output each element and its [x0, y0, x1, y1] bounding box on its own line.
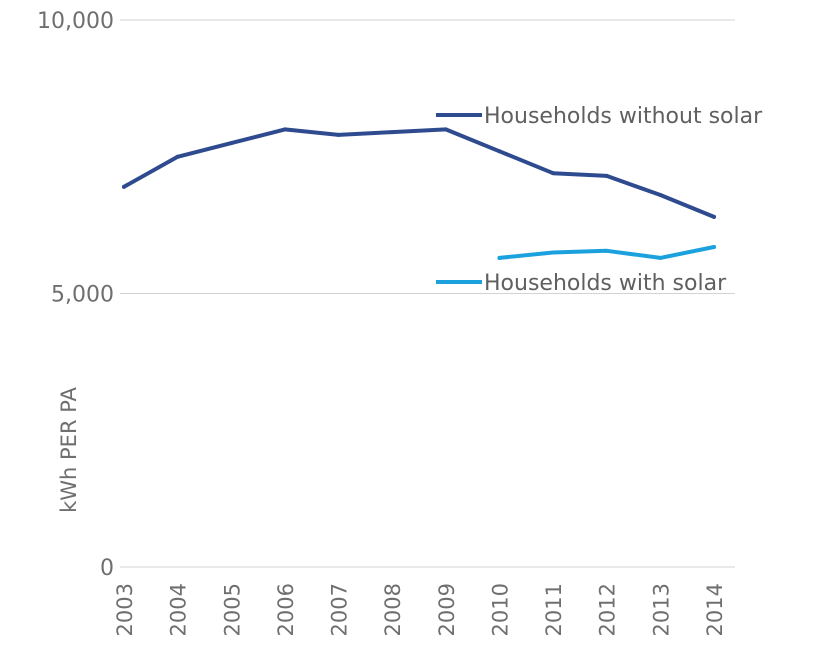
data-point [122, 184, 126, 189]
x-tick-label: 2009 [435, 583, 459, 636]
x-tick-label: 2011 [542, 583, 566, 636]
x-tick-label: 2010 [488, 583, 512, 636]
x-tick-label: 2006 [274, 583, 298, 636]
x-tick-label: 2004 [167, 583, 191, 636]
y-tick-label: 10,000 [37, 9, 114, 34]
data-point [175, 154, 180, 159]
y-axis-label: kWh PER PA [57, 386, 81, 512]
legend-label: Households with solar [484, 271, 727, 296]
x-tick-label: 2003 [113, 583, 137, 636]
y-tick-label: 0 [100, 556, 114, 581]
legend-with-solar: Households with solar [436, 271, 727, 296]
data-point [712, 214, 716, 219]
data-point [443, 127, 448, 132]
x-tick-label: 2013 [649, 583, 673, 636]
data-point [229, 141, 234, 146]
x-tick-label: 2007 [328, 583, 352, 636]
data-point [497, 255, 502, 260]
data-point [282, 127, 287, 132]
data-point [604, 248, 609, 253]
data-point [551, 171, 556, 176]
y-tick-label: 5,000 [51, 283, 114, 308]
data-point [390, 130, 395, 135]
gridlines [120, 19, 735, 568]
data-point [551, 250, 556, 255]
legend-without-solar: Households without solar [436, 104, 763, 129]
legend-label: Households without solar [484, 104, 763, 129]
x-tick-label: 2005 [220, 583, 244, 636]
x-tick-labels: 2003 2004 2005 2006 2007 2008 2009 2010 2011 2012… [113, 583, 727, 636]
data-point [658, 193, 663, 198]
legend: Households without solar Households with … [436, 104, 763, 296]
data-point [712, 245, 716, 250]
data-point [604, 173, 609, 178]
series-line-without-solar [122, 127, 716, 219]
series-lines [122, 127, 716, 260]
data-point [658, 255, 663, 260]
x-tick-label: 2014 [703, 583, 727, 636]
y-tick-labels: 0 5,000 10,000 [37, 9, 114, 581]
x-tick-label: 2008 [381, 583, 405, 636]
x-tick-label: 2012 [596, 583, 620, 636]
data-point [497, 149, 502, 154]
data-point [336, 132, 341, 137]
